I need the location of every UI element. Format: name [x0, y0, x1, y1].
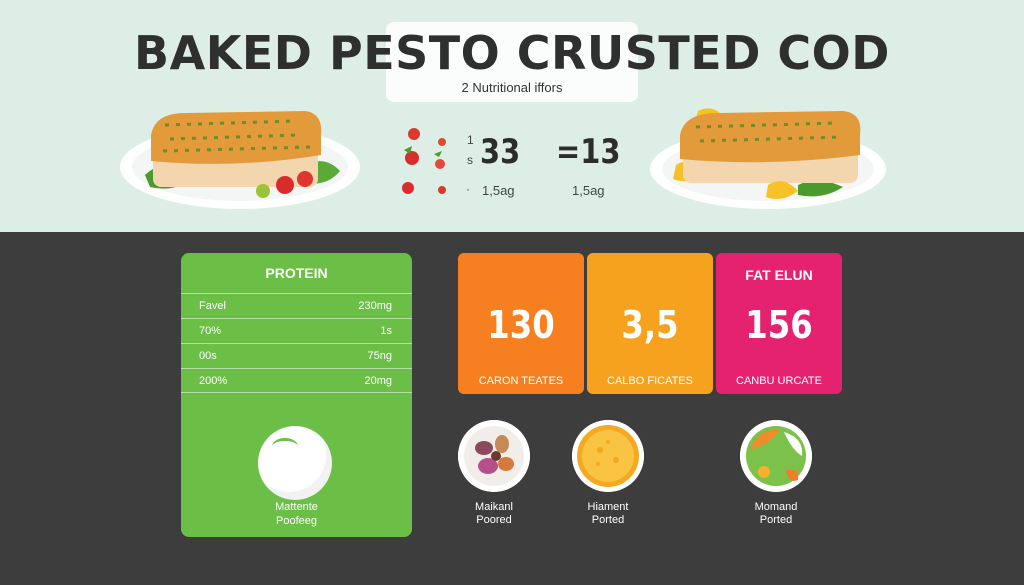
stat-value: 3,5 — [621, 303, 679, 347]
protein-circle-icon — [258, 426, 332, 500]
portion-caption-line1: Maikanl — [475, 501, 513, 513]
center-dot: · — [466, 182, 470, 196]
portion-caption-line2: Ported — [591, 514, 625, 526]
protein-row-value: 230mg — [358, 300, 392, 312]
protein-row-label: 200% — [199, 375, 228, 387]
protein-row: 70% 1s — [181, 318, 412, 343]
center-value-left: 33 — [480, 132, 521, 172]
protein-card: PROTEIN Favel 230mg 70% 1s 00s 75ng 200%… — [181, 253, 412, 537]
portion-caption-line2: Ported — [759, 514, 793, 526]
stat-label: CALBO FICATES — [607, 375, 693, 387]
page-title: BAKED PESTO CRUSTED COD — [134, 26, 890, 80]
vegetable-mix-icon — [740, 420, 812, 492]
stat-value: 156 — [745, 303, 813, 347]
stat-label: CANBU URCATE — [736, 375, 822, 387]
cod-plate-right-image — [650, 108, 886, 209]
protein-row-label: 00s — [199, 350, 217, 362]
protein-caption-line1: Mattente — [275, 501, 318, 513]
protein-row-label: 70% — [199, 325, 222, 337]
portion-caption-line1: Hiament — [587, 501, 629, 513]
stat-card-fat: FAT ELUN 156 CANBU URCATE — [716, 253, 842, 394]
protein-row-value: 20mg — [364, 375, 392, 387]
center-value-right: =13 — [556, 132, 621, 172]
protein-caption-line2: Poofeeg — [276, 515, 317, 527]
tomato-garnish-icon — [402, 128, 446, 194]
stat-card-calories: 3,5 CALBO FICATES — [587, 253, 713, 394]
center-sub-right: 1,5ag — [572, 183, 605, 198]
stat-label: CARON TEATES — [478, 375, 564, 387]
center-prefix-bottom: s — [467, 153, 473, 167]
center-prefix-top: 1 — [467, 133, 474, 147]
protein-row-value: 75ng — [367, 350, 392, 362]
mixed-food-icon — [458, 420, 530, 492]
citrus-slice-icon — [572, 420, 644, 492]
protein-row: 200% 20mg — [181, 368, 412, 393]
center-sub-left: 1,5ag — [482, 183, 515, 198]
page-subtitle: 2 Nutritional iffors — [461, 80, 563, 95]
protein-row: Favel 230mg — [181, 293, 412, 318]
subtitle-box — [386, 22, 638, 102]
stat-value: 130 — [487, 303, 555, 347]
portion-caption-line2: Poored — [476, 514, 512, 526]
cod-plate-left-image — [120, 111, 360, 209]
protein-title: PROTEIN — [265, 265, 328, 281]
stat-card-carbohydrates: 130 CARON TEATES — [458, 253, 584, 394]
portion-caption-line1: Momand — [754, 501, 798, 513]
protein-row-label: Favel — [199, 300, 226, 312]
stat-head: FAT ELUN — [745, 267, 813, 283]
protein-row: 00s 75ng — [181, 343, 412, 368]
protein-row-value: 1s — [380, 325, 392, 337]
